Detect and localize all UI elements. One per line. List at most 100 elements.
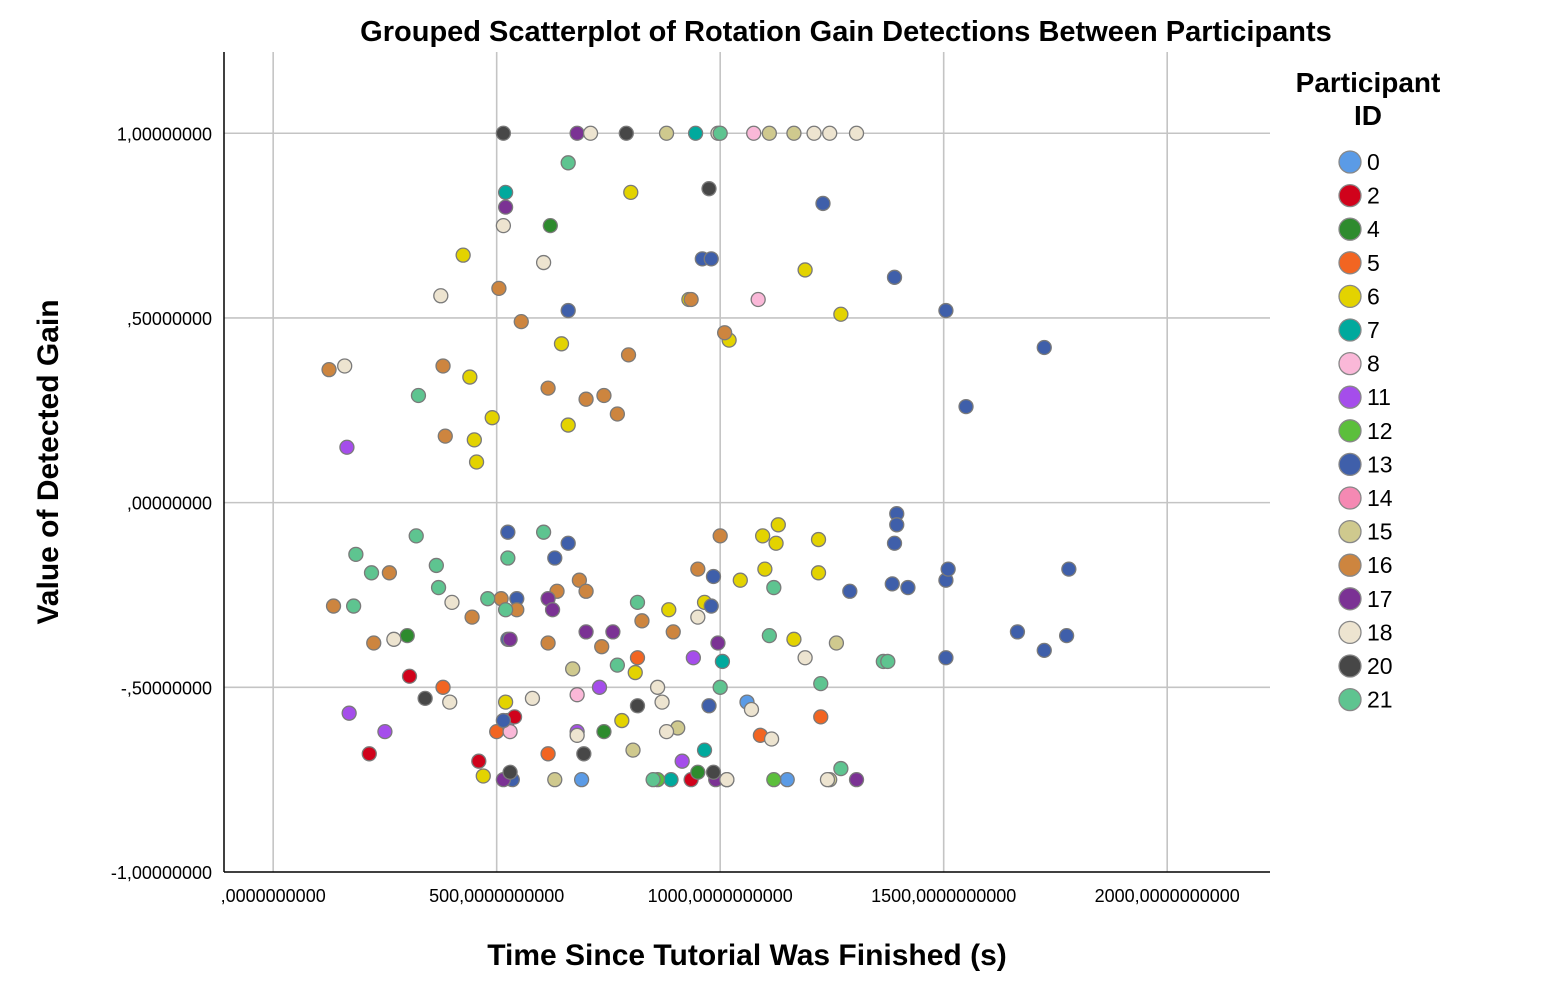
data-point-participant-20 xyxy=(705,764,722,780)
legend-label-16: 16 xyxy=(1367,552,1393,578)
legend-label-17: 17 xyxy=(1367,586,1393,612)
y-tick-label: ,50000000 xyxy=(127,309,212,329)
grid-lines xyxy=(224,52,1270,872)
data-point-participant-15 xyxy=(625,742,641,758)
data-point-participant-13 xyxy=(940,561,956,577)
data-point-participant-21 xyxy=(480,591,496,607)
data-point-participant-6 xyxy=(754,528,771,544)
data-point-participant-16 xyxy=(491,280,507,297)
data-point-participant-21 xyxy=(348,546,364,562)
data-point-participant-13 xyxy=(560,535,576,551)
data-point-participant-6 xyxy=(770,517,786,533)
data-point-participant-4 xyxy=(690,764,706,780)
data-point-participant-16 xyxy=(620,347,637,363)
data-point-participant-6 xyxy=(757,561,773,577)
data-point-participant-7 xyxy=(687,125,704,141)
data-point-participant-21 xyxy=(766,579,782,596)
data-point-participant-13 xyxy=(703,598,719,614)
legend-marker-18 xyxy=(1338,620,1362,645)
data-point-participant-21 xyxy=(408,528,424,544)
data-point-participant-15 xyxy=(761,125,778,141)
data-point-participant-16 xyxy=(321,362,337,378)
data-point-participant-18 xyxy=(433,288,449,304)
data-point-participant-6 xyxy=(614,712,630,729)
data-point-participant-16 xyxy=(690,561,706,577)
data-point-participant-16 xyxy=(683,291,699,308)
data-point-participant-4 xyxy=(399,627,415,644)
data-point-participant-18 xyxy=(337,358,353,374)
data-point-participant-18 xyxy=(442,694,458,710)
data-point-participant-21 xyxy=(833,760,849,777)
data-point-participant-17 xyxy=(710,635,726,651)
legend-label-5: 5 xyxy=(1367,250,1380,276)
data-point-participant-15 xyxy=(658,125,675,141)
data-point-participant-21 xyxy=(345,598,362,614)
x-axis-label: Time Since Tutorial Was Finished (s) xyxy=(487,939,1007,972)
data-point-participant-6 xyxy=(484,410,500,426)
y-axis-label: Value of Detected Gain xyxy=(32,299,65,624)
data-point-participant-6 xyxy=(468,454,485,470)
legend-label-14: 14 xyxy=(1367,485,1393,511)
data-point-participant-18 xyxy=(444,594,460,611)
data-point-participant-13 xyxy=(815,195,831,212)
data-point-participant-17 xyxy=(497,199,514,215)
data-point-participant-11 xyxy=(674,753,690,769)
data-point-participant-21 xyxy=(500,550,516,566)
data-point-participant-2 xyxy=(361,746,377,762)
data-point-participant-6 xyxy=(768,535,784,551)
legend-marker-17 xyxy=(1338,587,1362,611)
data-point-participant-6 xyxy=(833,306,849,322)
legend-title-line1: Participant xyxy=(1296,67,1441,98)
x-tick-label: 2000,0000000000 xyxy=(1095,886,1240,906)
data-point-participant-0 xyxy=(573,772,590,788)
data-point-participant-5 xyxy=(629,650,646,666)
data-point-participant-13 xyxy=(1036,339,1052,356)
data-point-participant-18 xyxy=(806,125,822,141)
data-point-participant-8 xyxy=(750,291,766,308)
data-point-participant-13 xyxy=(705,568,722,585)
data-point-participant-4 xyxy=(596,723,612,740)
data-point-participant-21 xyxy=(363,565,380,581)
legend-label-2: 2 xyxy=(1367,183,1380,209)
data-point-participant-7 xyxy=(663,772,679,788)
data-point-participant-16 xyxy=(578,583,594,599)
data-point-participant-13 xyxy=(889,517,905,533)
legend-label-4: 4 xyxy=(1367,216,1380,242)
data-point-participant-20 xyxy=(618,125,634,141)
data-point-participant-6 xyxy=(560,417,576,433)
data-point-participant-18 xyxy=(763,731,780,747)
x-tick-labels: ,0000000000 500,0000000000 1000,0000000000… xyxy=(221,886,1240,906)
data-point-participant-20 xyxy=(576,746,592,762)
legend-label-15: 15 xyxy=(1367,519,1393,545)
data-point-participant-11 xyxy=(685,650,702,666)
data-point-participant-17 xyxy=(544,602,561,618)
data-point-participant-11 xyxy=(377,723,393,740)
legend-label-18: 18 xyxy=(1367,619,1393,645)
data-point-participant-6 xyxy=(627,664,643,681)
data-point-participant-6 xyxy=(553,336,570,352)
data-point-participant-18 xyxy=(569,727,585,743)
data-point-participant-6 xyxy=(462,369,478,385)
data-point-participant-15 xyxy=(786,125,802,141)
y-tick-label: -,50000000 xyxy=(121,678,212,698)
legend-marker-15 xyxy=(1338,519,1362,544)
x-tick-label: 1000,0000000000 xyxy=(648,886,793,906)
data-point-participant-13 xyxy=(842,583,858,599)
data-point-participant-18 xyxy=(690,609,706,625)
legend-marker-4 xyxy=(1338,217,1362,241)
data-point-participant-20 xyxy=(417,690,433,707)
legend-label-8: 8 xyxy=(1367,351,1380,377)
data-point-participant-13 xyxy=(547,550,563,566)
data-point-participant-18 xyxy=(649,679,666,695)
data-point-participant-16 xyxy=(594,639,610,655)
y-tick-label: ,00000000 xyxy=(127,494,212,514)
data-point-participant-2 xyxy=(401,668,418,684)
data-point-participant-18 xyxy=(524,690,541,707)
data-point-participant-13 xyxy=(886,535,903,551)
data-point-participant-16 xyxy=(571,572,588,588)
data-point-participant-16 xyxy=(665,624,681,640)
data-point-participant-13 xyxy=(1061,561,1077,577)
data-point-participant-18 xyxy=(658,723,675,740)
data-point-participant-18 xyxy=(386,631,402,647)
data-point-participant-16 xyxy=(596,387,612,404)
